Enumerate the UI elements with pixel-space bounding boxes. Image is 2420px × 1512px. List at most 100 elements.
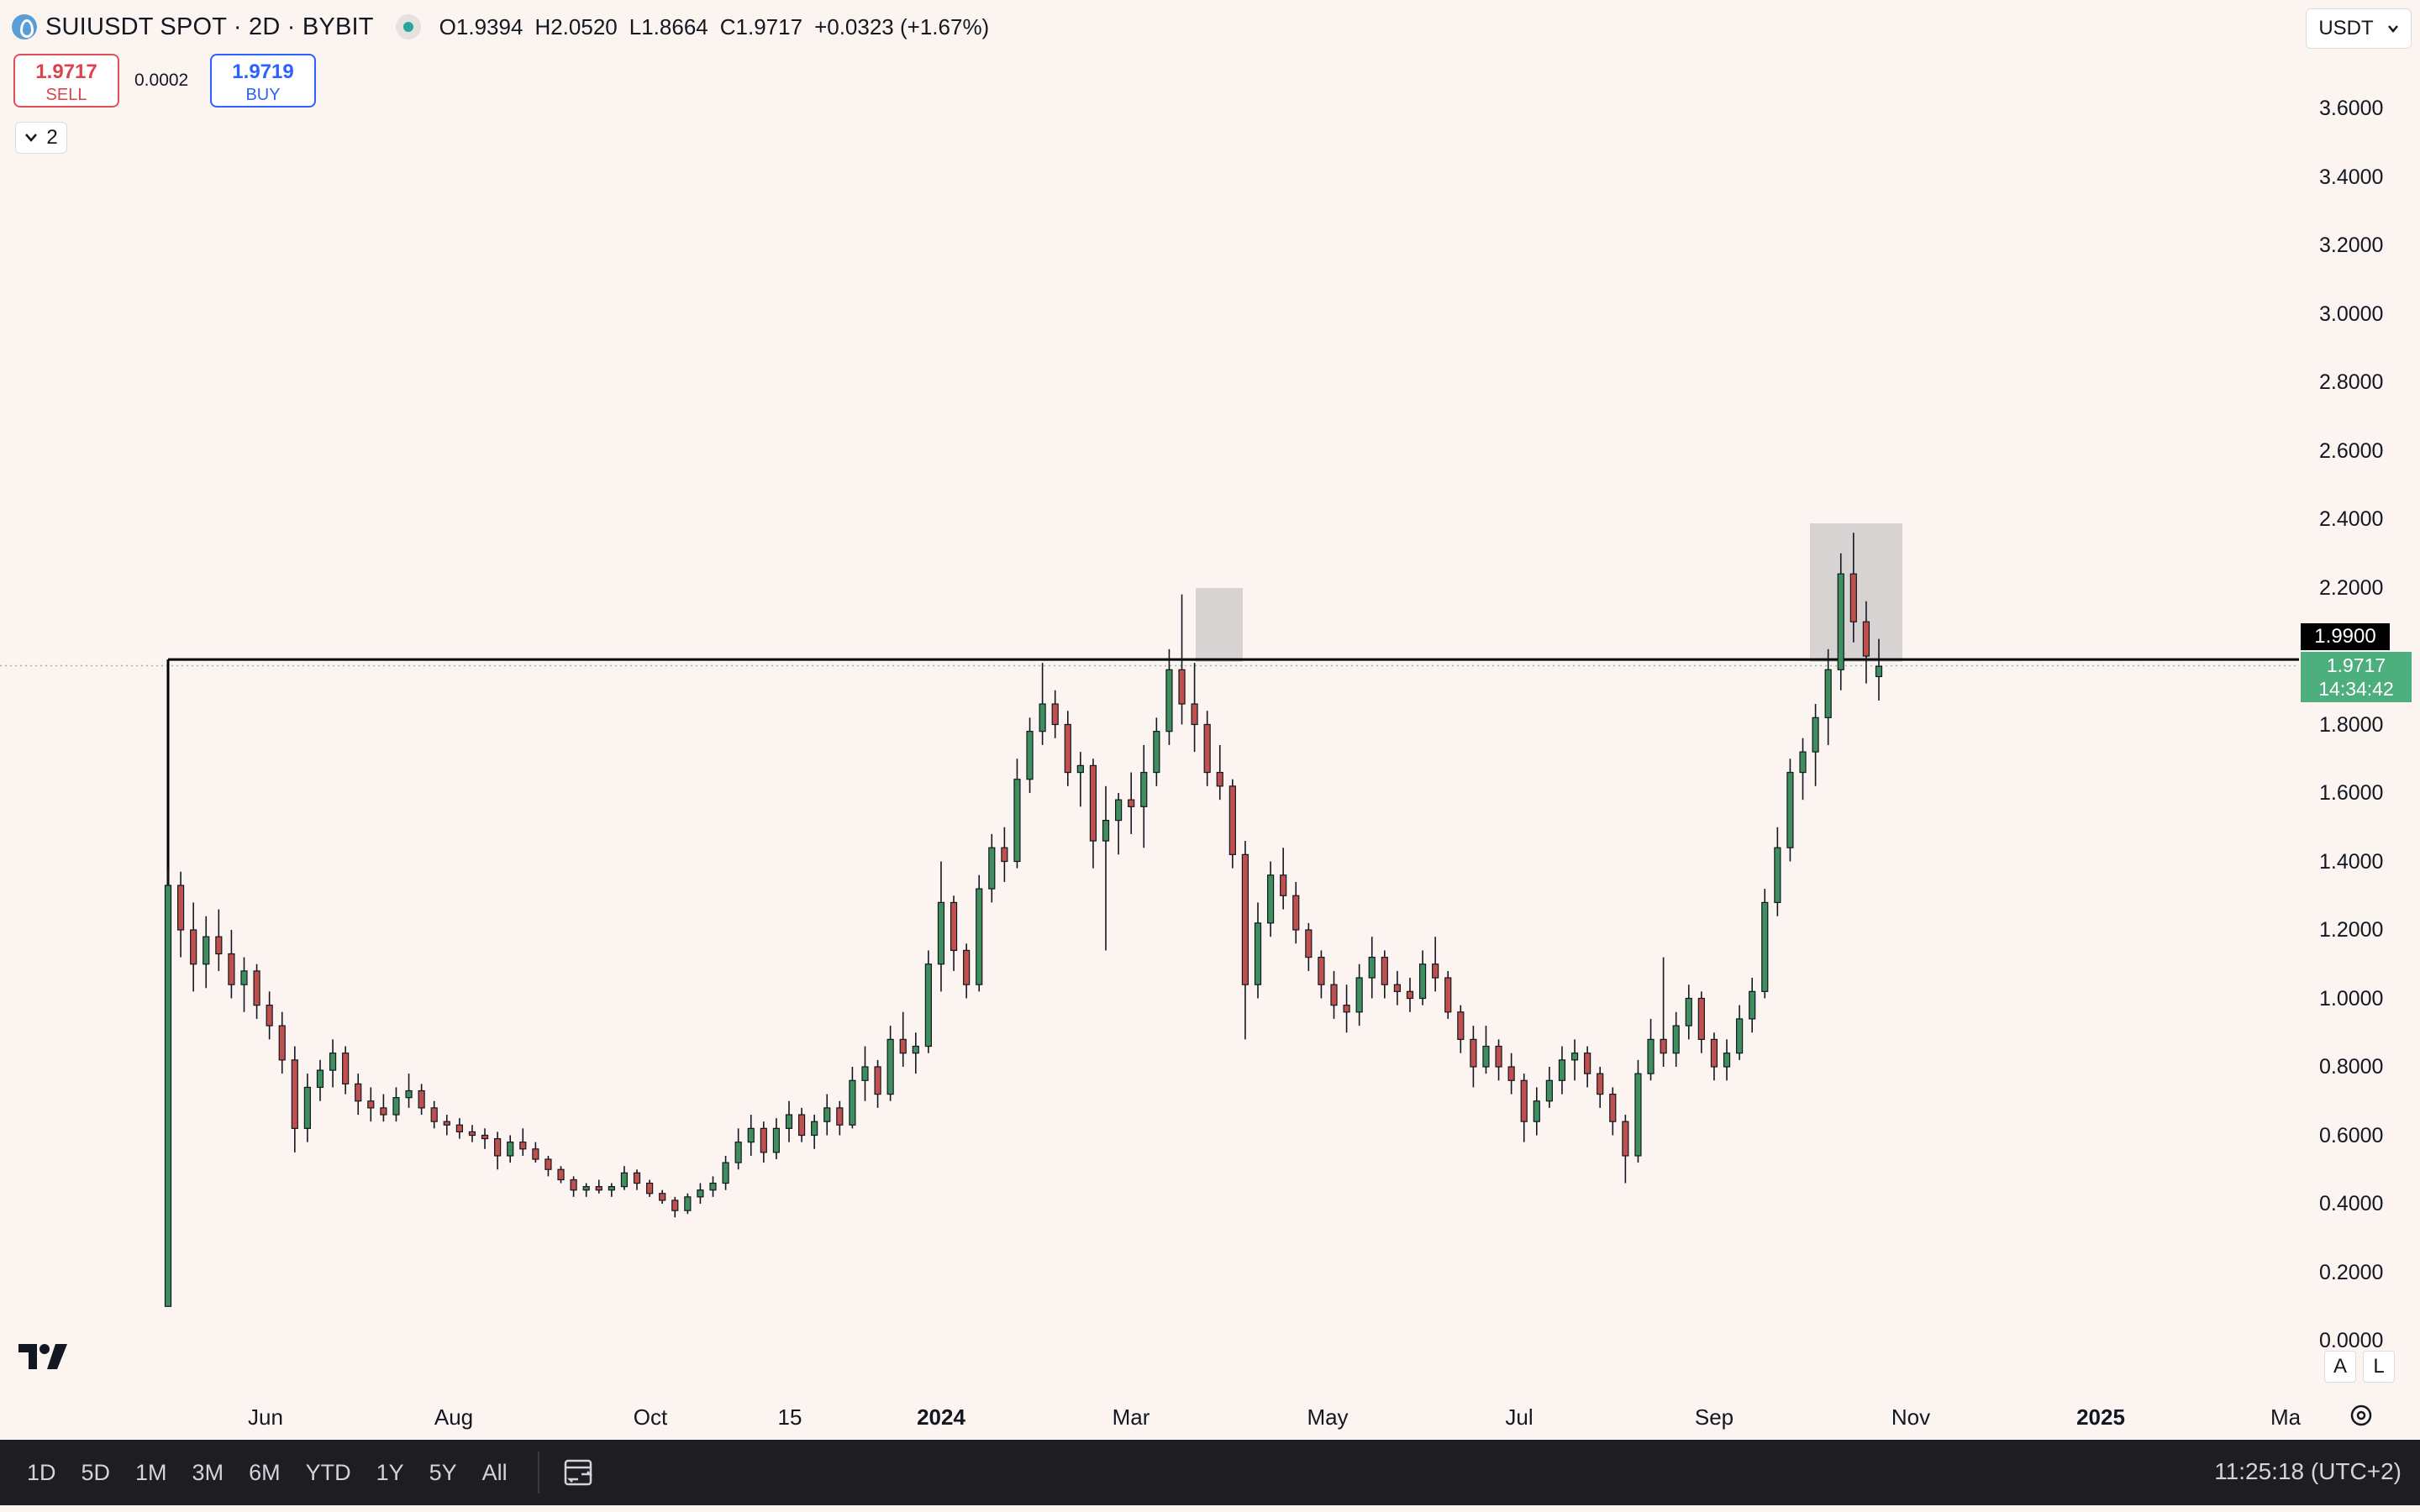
auto-scale-button[interactable]: A bbox=[2324, 1351, 2356, 1383]
candle-body bbox=[1393, 984, 1402, 992]
candle-body bbox=[1558, 1059, 1566, 1081]
candle bbox=[937, 861, 945, 992]
candle-body bbox=[570, 1179, 577, 1191]
range-button-1y[interactable]: 1Y bbox=[376, 1459, 404, 1485]
candle-body bbox=[1723, 1053, 1731, 1068]
candle-body bbox=[1432, 963, 1439, 979]
log-scale-button[interactable]: L bbox=[2363, 1351, 2395, 1383]
range-button-1m[interactable]: 1M bbox=[135, 1459, 167, 1485]
candle bbox=[1470, 1026, 1477, 1088]
candle-body bbox=[1228, 785, 1236, 855]
candle bbox=[176, 871, 185, 958]
candle-body bbox=[760, 1127, 767, 1153]
price-tick-label: 1.0000 bbox=[2319, 986, 2384, 1011]
candle-body bbox=[1266, 874, 1275, 924]
candle-body bbox=[1102, 819, 1110, 842]
ohlc-change: +0.0323 (+1.67%) bbox=[814, 13, 990, 39]
clock-timezone[interactable]: 11:25:18 (UTC+2) bbox=[2214, 1458, 2402, 1484]
candle bbox=[1343, 984, 1350, 1033]
candle-body bbox=[912, 1045, 919, 1054]
candle bbox=[1102, 785, 1110, 951]
candle-body bbox=[1241, 853, 1249, 985]
candle-body bbox=[747, 1127, 755, 1143]
candle-body bbox=[1570, 1053, 1579, 1061]
candle bbox=[1228, 779, 1236, 869]
candle bbox=[367, 1087, 375, 1122]
candle-body bbox=[861, 1066, 869, 1081]
time-tick-label: Nov bbox=[1891, 1404, 1931, 1430]
ohlc-open: O1.9394 bbox=[439, 13, 523, 39]
candle bbox=[1254, 902, 1262, 999]
market-status-icon[interactable] bbox=[395, 14, 421, 39]
candle bbox=[1089, 759, 1097, 869]
price-tick-label: 0.4000 bbox=[2319, 1192, 2384, 1215]
time-tick-label: Ma bbox=[2270, 1404, 2302, 1430]
range-button-ytd[interactable]: YTD bbox=[305, 1459, 351, 1485]
candle bbox=[532, 1142, 539, 1163]
candle bbox=[544, 1155, 552, 1177]
candle-body bbox=[1140, 771, 1148, 807]
candle bbox=[1216, 744, 1223, 801]
time-tick-label: May bbox=[1307, 1404, 1349, 1430]
candle bbox=[1305, 922, 1313, 971]
candle-body bbox=[507, 1142, 514, 1157]
candle-body bbox=[316, 1069, 324, 1089]
candle-body bbox=[1545, 1079, 1553, 1102]
tradingview-logo-icon[interactable] bbox=[18, 1342, 71, 1371]
candle-body bbox=[1875, 665, 1883, 678]
candle-body bbox=[1418, 963, 1427, 1000]
candle bbox=[1875, 638, 1883, 701]
candle-body bbox=[886, 1038, 894, 1095]
range-button-3m[interactable]: 3M bbox=[192, 1459, 224, 1485]
candle bbox=[1381, 950, 1388, 999]
candle bbox=[164, 868, 172, 1307]
candle bbox=[1736, 1005, 1744, 1060]
candle bbox=[1824, 648, 1832, 745]
candle bbox=[1203, 711, 1211, 786]
candle-body bbox=[633, 1172, 641, 1184]
candle bbox=[874, 1059, 881, 1108]
candle bbox=[747, 1115, 755, 1156]
candle-body bbox=[722, 1162, 729, 1184]
toolbar-divider bbox=[537, 1452, 539, 1494]
currency-select[interactable]: USDT bbox=[2306, 8, 2412, 49]
range-button-6m[interactable]: 6M bbox=[249, 1459, 281, 1485]
range-button-5y[interactable]: 5Y bbox=[429, 1459, 457, 1485]
candle-body bbox=[976, 888, 983, 985]
candle-body bbox=[253, 970, 260, 1006]
range-button-1d[interactable]: 1D bbox=[27, 1459, 56, 1485]
price-chart[interactable] bbox=[0, 0, 2420, 1440]
candle-body bbox=[342, 1053, 350, 1084]
candle bbox=[418, 1084, 425, 1116]
candle bbox=[507, 1135, 514, 1163]
buy-button[interactable]: 1.9719 BUY bbox=[210, 54, 316, 108]
time-tick-label: Sep bbox=[1694, 1404, 1734, 1430]
candle bbox=[215, 909, 223, 971]
range-button-5d[interactable]: 5D bbox=[81, 1459, 111, 1485]
settings-gear-icon[interactable] bbox=[2347, 1401, 2375, 1430]
candle bbox=[1280, 848, 1287, 910]
candle-body bbox=[1051, 703, 1059, 726]
candle bbox=[1545, 1067, 1553, 1108]
candle-body bbox=[1533, 1100, 1540, 1122]
candle bbox=[722, 1155, 729, 1190]
last-price-value: 1.9717 bbox=[2326, 654, 2386, 676]
time-tick-label: Jul bbox=[1505, 1404, 1534, 1430]
candle bbox=[1622, 1115, 1629, 1184]
candle-body bbox=[278, 1025, 286, 1061]
candle-body bbox=[1824, 669, 1832, 718]
candle-body bbox=[1381, 956, 1388, 985]
indicators-toggle-button[interactable]: 2 bbox=[15, 122, 67, 154]
go-to-date-calendar-icon[interactable] bbox=[561, 1454, 598, 1491]
symbol-title[interactable]: SUIUSDT SPOT · 2D · BYBIT bbox=[45, 13, 374, 40]
candle bbox=[1292, 881, 1300, 944]
candle bbox=[1697, 991, 1705, 1053]
bar-countdown: 14:34:42 bbox=[2318, 678, 2394, 700]
range-button-all[interactable]: All bbox=[481, 1459, 508, 1485]
candle-body bbox=[367, 1100, 375, 1109]
candle bbox=[316, 1059, 324, 1101]
candle bbox=[1115, 793, 1123, 855]
sell-button[interactable]: 1.9717 SELL bbox=[13, 54, 119, 108]
candle bbox=[963, 943, 971, 999]
candle-body bbox=[1191, 703, 1198, 726]
